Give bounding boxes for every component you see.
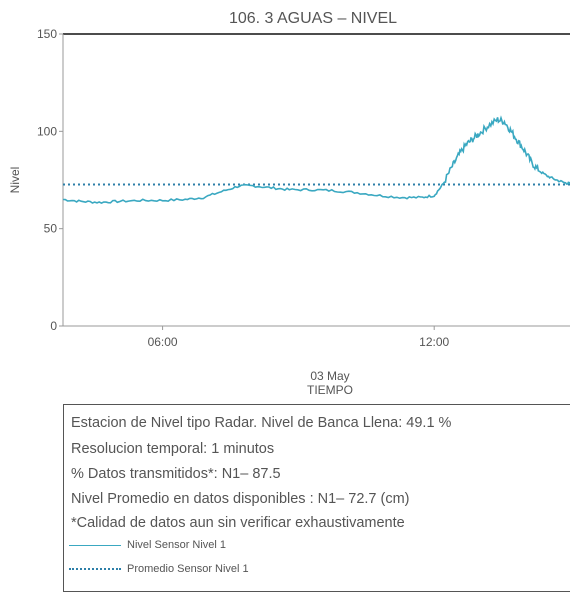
chart-title: 106. 3 AGUAS – NIVEL (229, 10, 397, 27)
legend-item-sensor: Nivel Sensor Nivel 1 (69, 539, 226, 551)
info-transmitted: % Datos transmitidos*: N1– 87.5 (71, 466, 281, 482)
level-series-path (62, 115, 570, 204)
y-tick-label: 150 (37, 27, 57, 41)
x-tick-label: 06:00 (148, 335, 178, 349)
y-axis-label: Nivel (8, 167, 22, 194)
y-tick-label: 50 (44, 222, 58, 236)
plot-axes (59, 33, 570, 330)
legend-label-sensor: Nivel Sensor Nivel 1 (127, 539, 227, 551)
chart: 106. 3 AGUAS – NIVEL Nivel 0 50 100 150 06:0… (8, 10, 570, 397)
info-box: Estacion de Nivel tipo Radar. Nivel de B… (63, 404, 570, 592)
y-tick-label: 100 (37, 124, 57, 138)
x-tick-label: 12:00 (419, 335, 449, 349)
legend-swatch-dotted (69, 568, 121, 571)
info-average: Nivel Promedio en datos disponibles : N1… (71, 491, 410, 507)
x-axis-label: TIEMPO (307, 383, 353, 397)
info-station: Estacion de Nivel tipo Radar. Nivel de B… (71, 415, 452, 431)
tick-labels: 0 50 100 150 06:00 12:00 (37, 27, 450, 349)
level-series (62, 115, 570, 204)
y-tick-label: 0 (50, 319, 57, 333)
info-quality-note: *Calidad de datos aun sin verificar exha… (71, 515, 405, 531)
legend-label-average: Promedio Sensor Nivel 1 (127, 563, 249, 575)
info-resolution: Resolucion temporal: 1 minutos (71, 441, 275, 457)
legend-swatch-solid (69, 544, 121, 546)
legend-item-average: Promedio Sensor Nivel 1 (69, 563, 249, 575)
x-axis-date-label: 03 May (310, 369, 349, 383)
